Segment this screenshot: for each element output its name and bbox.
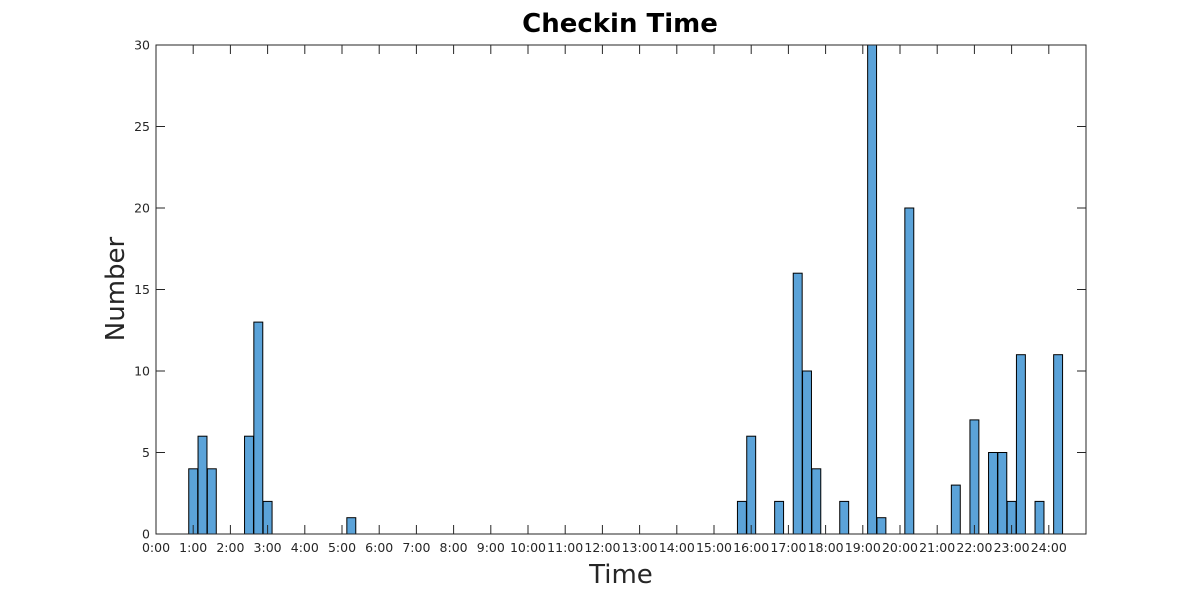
chart-title: Checkin Time (522, 9, 718, 39)
ticks-group: 0:00 1:00 2:00 3:00 4:00 5:00 6:00 7:00 8:00 9:00… (134, 38, 1086, 555)
plot-frame (155, 44, 1087, 535)
bar-8 (746, 435, 757, 535)
bar-17 (950, 484, 961, 535)
x-tick-label: 20:00 (882, 540, 918, 555)
bar-10 (792, 272, 803, 535)
bars-group (188, 44, 1064, 535)
bar-7 (736, 500, 747, 535)
bar-3 (244, 435, 254, 535)
x-tick-label: 1:00 (179, 540, 207, 555)
x-tick-label: 17:00 (770, 540, 806, 555)
x-tick-label: 12:00 (584, 540, 620, 555)
x-tick-label: 15:00 (696, 540, 732, 555)
x-tick-label: 9:00 (477, 540, 505, 555)
x-tick-label: 5:00 (328, 540, 356, 555)
y-tick-label: 15 (134, 282, 150, 297)
y-tick-label: 30 (134, 38, 150, 53)
x-tick-label: 24:00 (1031, 540, 1067, 555)
x-tick-label: 21:00 (919, 540, 955, 555)
bar-12 (811, 468, 822, 535)
x-tick-label: 18:00 (808, 540, 844, 555)
x-axis-label: Time (588, 560, 653, 590)
x-tick-label: 10:00 (510, 540, 546, 555)
x-tick-label: 7:00 (402, 540, 430, 555)
bar-2 (206, 468, 217, 535)
y-tick-label: 10 (134, 364, 150, 379)
bar-13 (839, 500, 850, 535)
x-tick-label: 11:00 (547, 540, 583, 555)
x-tick-label: 8:00 (440, 540, 468, 555)
bar-22 (1015, 354, 1026, 535)
bar-11 (802, 370, 812, 535)
x-tick-label: 22:00 (956, 540, 992, 555)
bar-0 (188, 468, 199, 535)
y-tick-label: 20 (134, 201, 150, 216)
x-tick-label: 3:00 (254, 540, 282, 555)
bar-16 (904, 207, 915, 535)
x-tick-label: 2:00 (216, 540, 244, 555)
y-tick-label: 25 (134, 119, 150, 134)
y-axis-label: Number (101, 236, 131, 341)
bar-4 (253, 321, 264, 535)
x-tick-label: 23:00 (994, 540, 1030, 555)
x-tick-label: 19:00 (845, 540, 881, 555)
x-tick-label: 4:00 (291, 540, 319, 555)
x-tick-label: 16:00 (733, 540, 769, 555)
bar-19 (988, 452, 998, 535)
x-tick-label: 14:00 (659, 540, 695, 555)
x-tick-label: 6:00 (365, 540, 393, 555)
bar-23 (1034, 500, 1045, 535)
x-tick-label: 13:00 (622, 540, 658, 555)
bar-15 (876, 517, 887, 535)
bar-20 (997, 452, 1008, 535)
bar-24 (1053, 354, 1064, 535)
bar-18 (969, 419, 980, 535)
y-tick-label: 5 (142, 445, 150, 460)
bar-6 (346, 517, 357, 535)
bar-14 (867, 44, 878, 535)
y-tick-label: 0 (142, 527, 150, 542)
bar-1 (197, 435, 208, 535)
x-tick-label: 0:00 (142, 540, 170, 555)
bar-9 (774, 500, 785, 535)
